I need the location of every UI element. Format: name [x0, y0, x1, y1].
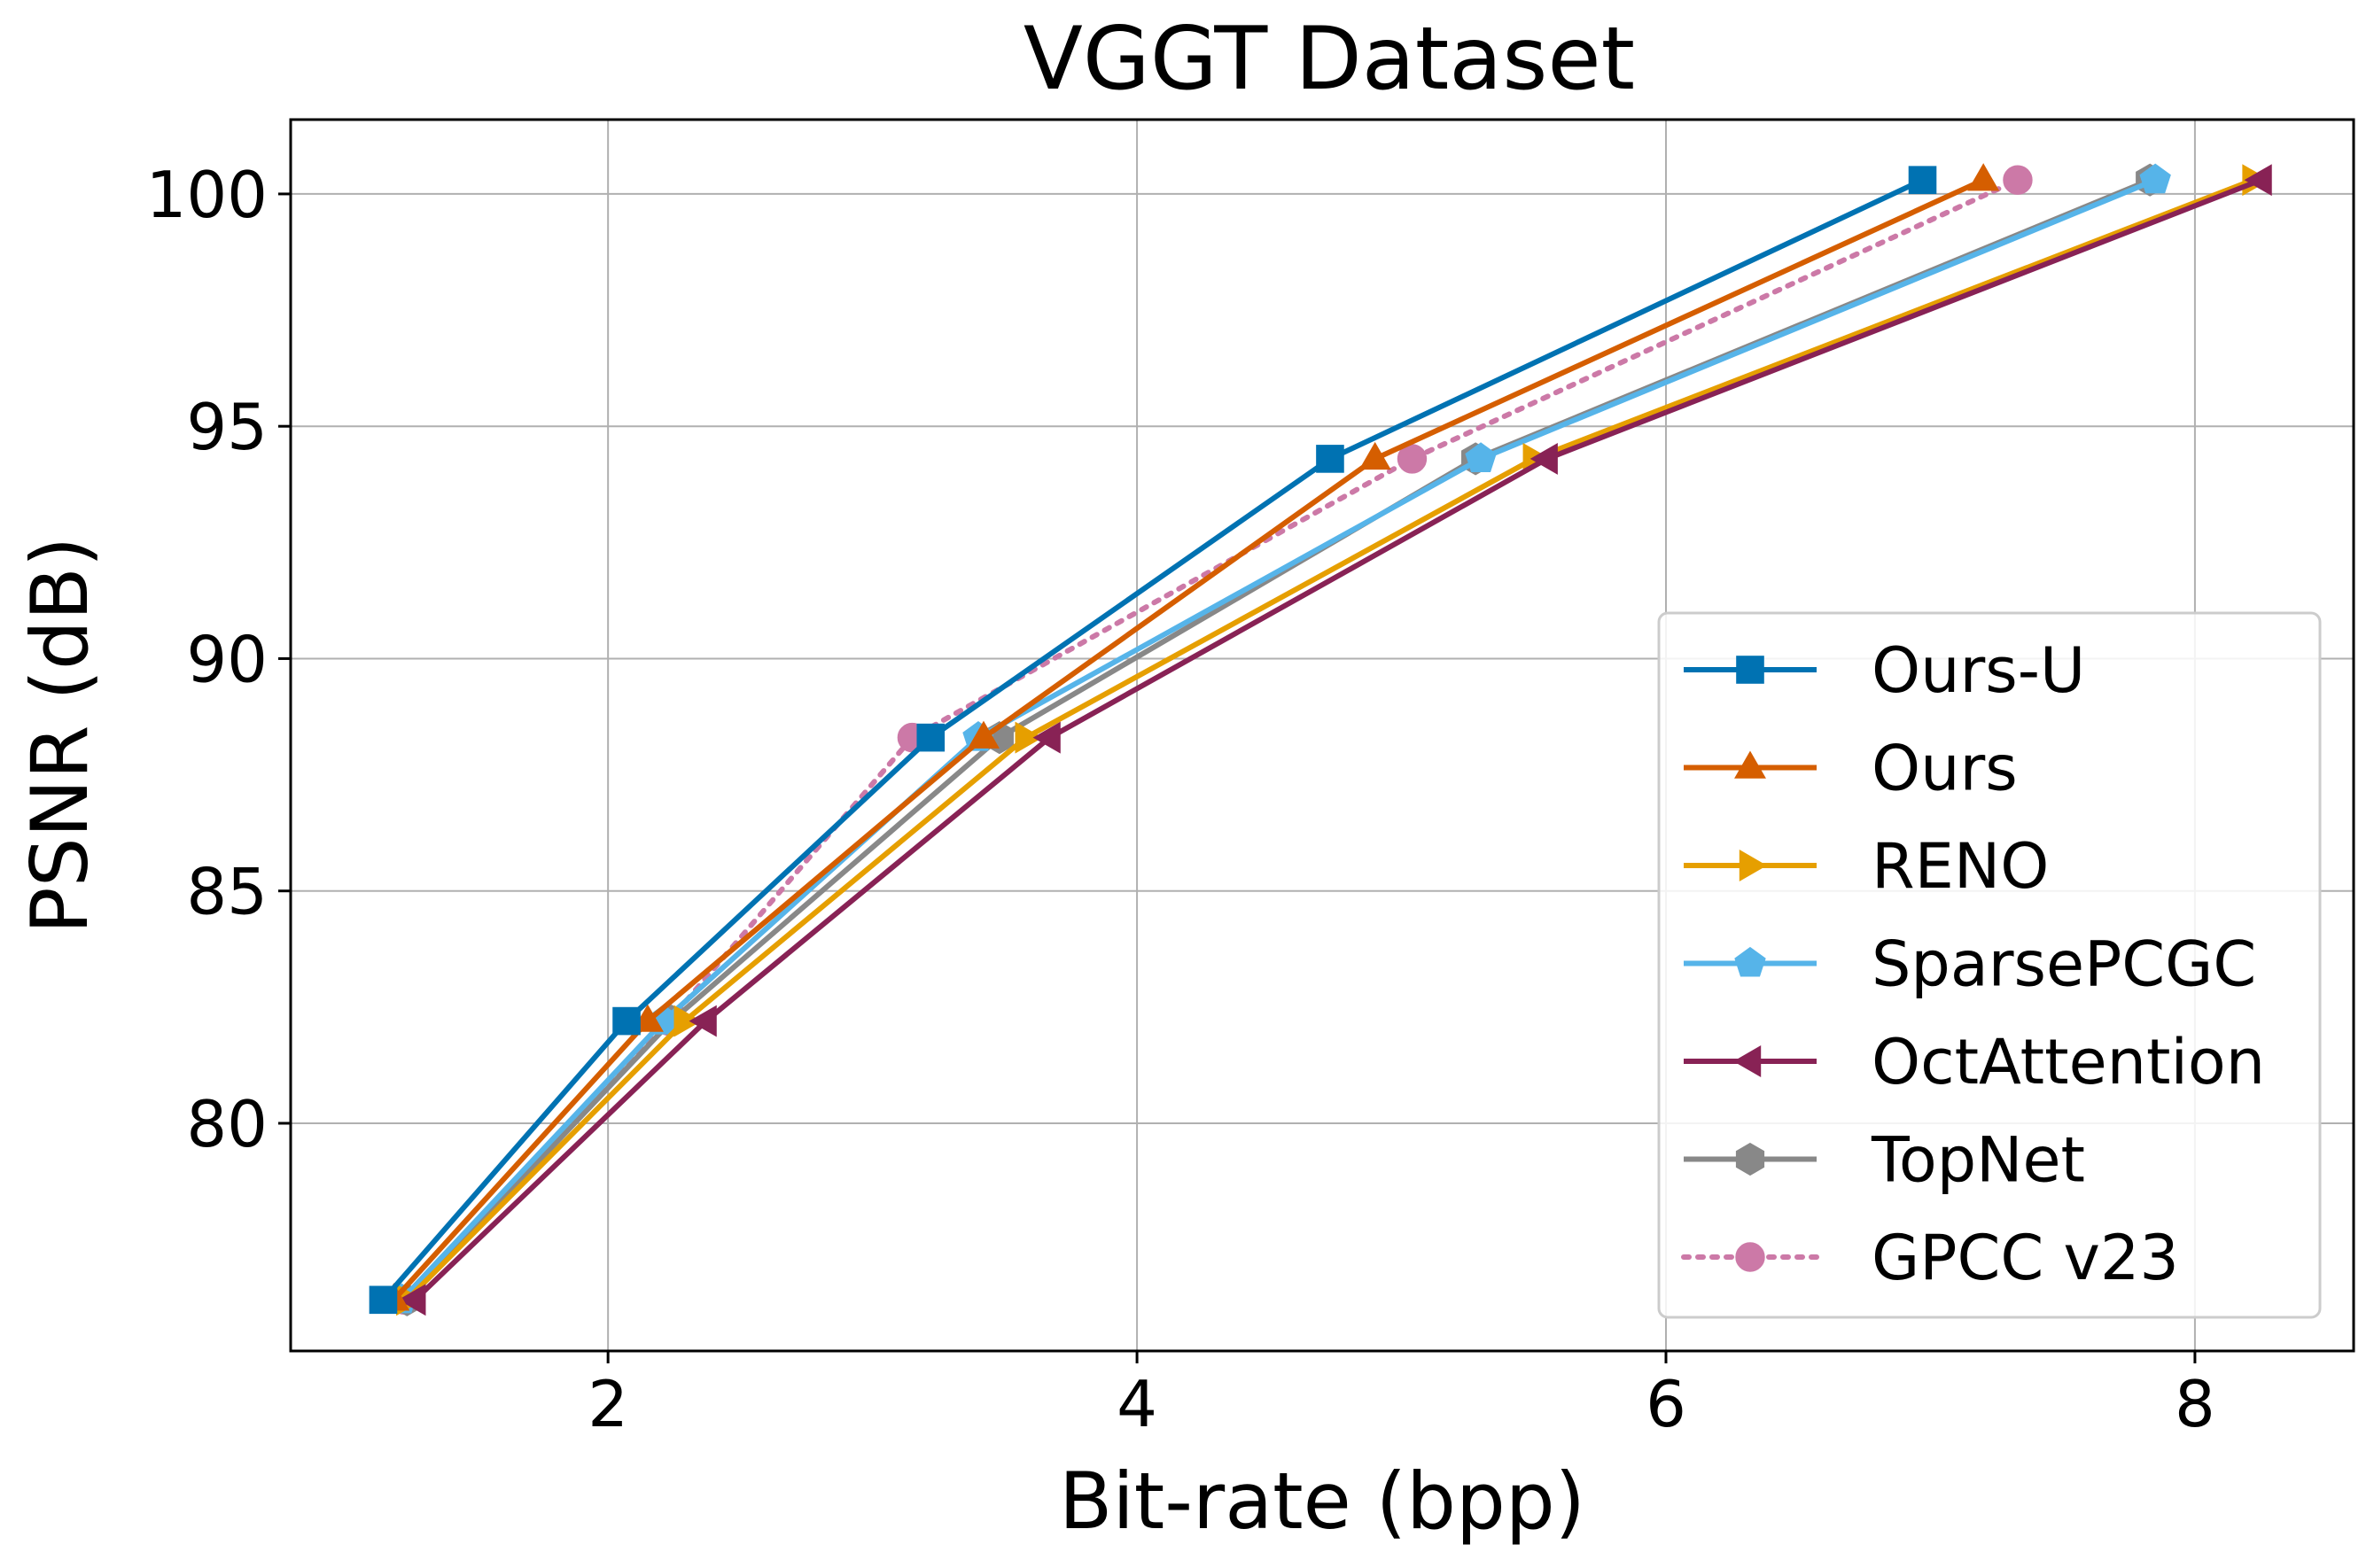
data-point	[1358, 441, 1391, 470]
data-point	[2244, 164, 2272, 197]
series-layer	[369, 163, 2272, 1316]
data-point	[968, 720, 1000, 749]
data-point	[2139, 163, 2171, 194]
legend-marker	[1739, 850, 1768, 881]
legend-label: Ours-U	[1872, 634, 2085, 707]
data-point	[689, 1005, 717, 1037]
y-tick-label: 100	[146, 158, 268, 232]
data-point	[2003, 165, 2033, 195]
legend-item[interactable]: GPCC v23	[1681, 1222, 2179, 1294]
y-tick-label: 85	[186, 855, 268, 929]
legend-item[interactable]: Ours	[1684, 733, 2018, 805]
y-axis-label: PSNR (dB)	[14, 537, 105, 935]
data-point	[1465, 442, 1497, 472]
x-tick-label: 6	[1646, 1367, 1686, 1441]
legend-item[interactable]: RENO	[1684, 830, 2049, 903]
chart-title: VGGT Dataset	[1024, 9, 1635, 110]
legend-marker	[1734, 750, 1766, 779]
legend-marker	[1732, 1045, 1762, 1077]
data-point	[1032, 721, 1061, 754]
y-tick-label: 95	[186, 390, 268, 464]
legend-box	[1657, 611, 2322, 1319]
x-tick-label: 2	[588, 1367, 628, 1441]
data-point	[398, 1284, 426, 1316]
series-ours	[378, 163, 2000, 1311]
legend-label: SparsePCGC	[1872, 928, 2256, 1001]
data-point	[916, 723, 946, 752]
data-point	[1316, 445, 1344, 473]
data-point	[612, 1006, 641, 1036]
legend-label: OctAttention	[1872, 1026, 2265, 1098]
legend-item[interactable]: Ours-U	[1684, 634, 2085, 707]
x-axis-label: Bit-rate (bpp)	[1059, 1455, 1585, 1547]
legend-label: TopNet	[1871, 1124, 2085, 1197]
x-tick-label: 8	[2175, 1367, 2215, 1441]
legend-item[interactable]: SparsePCGC	[1684, 928, 2256, 1001]
legend-marker	[1734, 946, 1766, 977]
legend-marker	[1736, 656, 1764, 684]
series-octattention	[398, 164, 2272, 1316]
data-point	[1967, 163, 2000, 191]
data-point	[1015, 721, 1043, 754]
data-point	[673, 1005, 702, 1037]
legend-marker	[1735, 1142, 1765, 1176]
legend-item[interactable]: TopNet	[1684, 1124, 2085, 1197]
legend-marker	[1735, 1242, 1765, 1272]
series-ours-u	[369, 166, 1937, 1315]
y-tick-label: 90	[186, 622, 268, 696]
plot-frame	[289, 118, 2355, 1353]
legend-label: GPCC v23	[1872, 1222, 2179, 1294]
data-point	[1529, 442, 1558, 475]
legend-item[interactable]: OctAttention	[1684, 1026, 2265, 1098]
y-tick-label: 80	[186, 1087, 268, 1161]
legend-label: Ours	[1872, 733, 2018, 805]
data-point	[1908, 166, 1937, 194]
axes: 2 4 6 8 80 85 90 95 100	[146, 158, 2215, 1441]
data-point	[369, 1285, 398, 1315]
x-tick-label: 4	[1117, 1367, 1157, 1441]
legend[interactable]: Ours-U Ours RENO SparsePCGC OctAttention TopN…	[1657, 611, 2322, 1319]
legend-label: RENO	[1872, 830, 2049, 903]
